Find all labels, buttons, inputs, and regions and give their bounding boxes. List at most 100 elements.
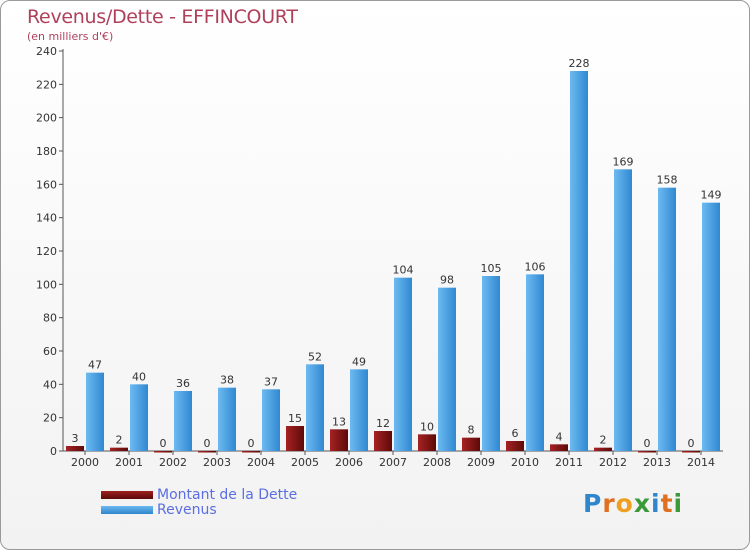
debt-value-label: 15 bbox=[288, 412, 302, 425]
revenue-value-label: 158 bbox=[657, 174, 678, 187]
x-tick-label: 2003 bbox=[203, 456, 231, 469]
x-tick-label: 2012 bbox=[599, 456, 627, 469]
logo-letter: r bbox=[602, 489, 616, 518]
y-tick-label: 0 bbox=[50, 445, 57, 458]
x-tick-label: 2011 bbox=[555, 456, 583, 469]
debt-bar bbox=[418, 434, 436, 451]
proxiti-logo: Proxiti bbox=[583, 489, 683, 518]
revenue-value-label: 37 bbox=[264, 375, 278, 388]
y-tick-label: 40 bbox=[43, 378, 57, 391]
debt-bar bbox=[462, 437, 480, 451]
legend-debt: Montant de la Dette bbox=[101, 487, 297, 503]
debt-bar bbox=[374, 431, 392, 451]
logo-letter: x bbox=[633, 489, 651, 518]
revenue-value-label: 52 bbox=[308, 350, 322, 363]
logo-letter: i bbox=[651, 489, 661, 518]
y-tick-label: 160 bbox=[36, 178, 57, 191]
revenue-bar bbox=[174, 391, 192, 451]
revenue-bar bbox=[218, 387, 236, 451]
debt-bar bbox=[110, 447, 128, 451]
debt-value-label: 0 bbox=[160, 437, 167, 450]
y-tick-label: 100 bbox=[36, 278, 57, 291]
revenue-bar bbox=[658, 187, 676, 451]
debt-value-label: 0 bbox=[688, 437, 695, 450]
revenue-bar bbox=[86, 372, 104, 451]
debt-bar bbox=[330, 429, 348, 451]
logo-letter: o bbox=[615, 489, 634, 518]
debt-bar bbox=[242, 451, 260, 453]
debt-bar bbox=[66, 446, 84, 451]
revenue-bar bbox=[262, 389, 280, 451]
debt-value-label: 12 bbox=[376, 417, 390, 430]
y-tick-label: 140 bbox=[36, 212, 57, 225]
revenue-value-label: 49 bbox=[352, 355, 366, 368]
y-tick-label: 80 bbox=[43, 312, 57, 325]
debt-value-label: 3 bbox=[72, 432, 79, 445]
chart-title: Revenus/Dette - EFFINCOURT bbox=[27, 6, 298, 28]
revenue-value-label: 98 bbox=[440, 274, 454, 287]
debt-bar bbox=[198, 451, 216, 453]
x-tick-label: 2009 bbox=[467, 456, 495, 469]
y-tick-label: 220 bbox=[36, 78, 57, 91]
debt-value-label: 8 bbox=[468, 424, 475, 437]
x-tick-label: 2001 bbox=[115, 456, 143, 469]
revenue-bar bbox=[482, 276, 500, 451]
debt-bar bbox=[638, 451, 656, 453]
revenue-bar bbox=[394, 277, 412, 451]
debt-bar bbox=[682, 451, 700, 453]
y-tick-label: 120 bbox=[36, 245, 57, 258]
legend-revenue: Revenus bbox=[101, 502, 217, 518]
legend-revenue-swatch bbox=[101, 506, 153, 514]
revenue-value-label: 228 bbox=[569, 57, 590, 70]
revenue-value-label: 105 bbox=[481, 262, 502, 275]
revenue-bar bbox=[614, 169, 632, 452]
chart-subtitle: (en milliers d'€) bbox=[27, 30, 114, 43]
revenue-value-label: 106 bbox=[525, 260, 546, 273]
x-tick-label: 2005 bbox=[291, 456, 319, 469]
revenue-value-label: 40 bbox=[132, 370, 146, 383]
revenue-bar bbox=[130, 384, 148, 451]
debt-value-label: 10 bbox=[420, 420, 434, 433]
x-tick-label: 2002 bbox=[159, 456, 187, 469]
debt-bar bbox=[594, 447, 612, 451]
x-tick-label: 2013 bbox=[643, 456, 671, 469]
legend-revenue-label: Revenus bbox=[157, 502, 217, 518]
revenue-bar bbox=[570, 71, 588, 451]
y-tick-label: 240 bbox=[36, 45, 57, 58]
x-tick-label: 2006 bbox=[335, 456, 363, 469]
debt-value-label: 2 bbox=[116, 434, 123, 447]
y-tick-label: 180 bbox=[36, 145, 57, 158]
y-tick-label: 20 bbox=[43, 412, 57, 425]
logo-letter: P bbox=[583, 489, 603, 518]
debt-value-label: 0 bbox=[644, 437, 651, 450]
debt-value-label: 13 bbox=[332, 415, 346, 428]
x-tick-label: 2004 bbox=[247, 456, 275, 469]
x-tick-label: 2007 bbox=[379, 456, 407, 469]
x-tick-label: 2010 bbox=[511, 456, 539, 469]
revenue-bar bbox=[702, 202, 720, 451]
debt-value-label: 4 bbox=[556, 430, 563, 443]
revenue-bar bbox=[350, 369, 368, 451]
x-tick-label: 2008 bbox=[423, 456, 451, 469]
y-tick-label: 200 bbox=[36, 112, 57, 125]
revenue-value-label: 38 bbox=[220, 374, 234, 387]
legend-debt-swatch bbox=[101, 491, 153, 499]
x-tick-label: 2014 bbox=[687, 456, 715, 469]
logo-letter: t bbox=[660, 489, 674, 518]
debt-bar bbox=[506, 441, 524, 451]
debt-value-label: 0 bbox=[204, 437, 211, 450]
debt-bar bbox=[154, 451, 172, 453]
x-tick-label: 2000 bbox=[71, 456, 99, 469]
revenue-bar bbox=[526, 274, 544, 451]
y-tick-label: 60 bbox=[43, 345, 57, 358]
revenue-bar bbox=[438, 287, 456, 451]
logo-letter: i bbox=[673, 489, 684, 518]
legend-debt-label: Montant de la Dette bbox=[157, 487, 298, 503]
debt-value-label: 0 bbox=[248, 437, 255, 450]
revenue-value-label: 47 bbox=[88, 359, 102, 372]
debt-value-label: 2 bbox=[600, 434, 607, 447]
revenue-value-label: 149 bbox=[701, 189, 722, 202]
debt-value-label: 6 bbox=[512, 427, 519, 440]
debt-bar bbox=[286, 426, 304, 451]
